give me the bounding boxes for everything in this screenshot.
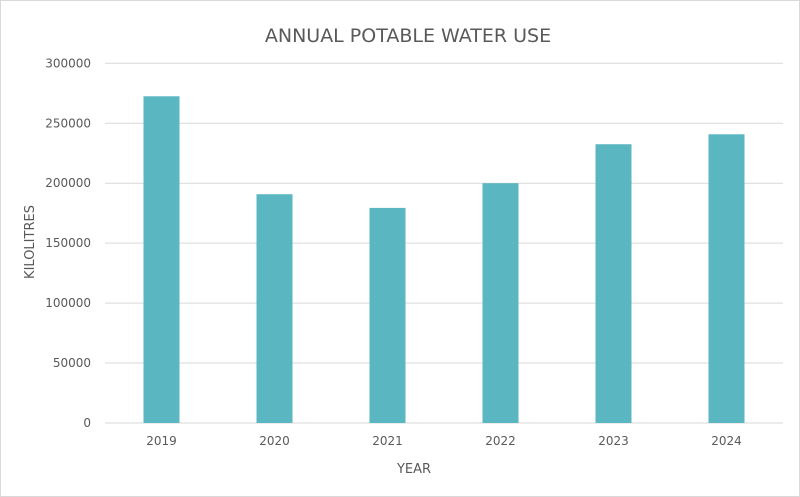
x-axis-label: YEAR [396, 462, 431, 477]
y-tick-label: 150000 [45, 236, 91, 250]
bar-2019 [143, 96, 180, 424]
bar-2020 [256, 194, 293, 423]
y-tick-label: 0 [83, 416, 91, 430]
bar-2022 [482, 183, 519, 423]
y-tick-label: 50000 [53, 356, 91, 370]
bar-2021 [369, 207, 406, 423]
x-tick-label: 2019 [146, 434, 177, 448]
x-tick-label: 2024 [711, 434, 742, 448]
x-tick-label: 2021 [372, 434, 403, 448]
y-tick-label: 200000 [45, 176, 91, 190]
x-tick-label: 2022 [485, 434, 516, 448]
x-tick-label: 2023 [598, 434, 629, 448]
y-axis-label: KILOLITRES [23, 205, 38, 279]
y-tick-label: 250000 [45, 116, 91, 130]
y-tick-label: 100000 [45, 296, 91, 310]
bar-2023 [595, 144, 632, 424]
x-tick-label: 2020 [259, 434, 290, 448]
chart-title: ANNUAL POTABLE WATER USE [265, 25, 551, 47]
y-tick-label: 300000 [45, 56, 91, 70]
bar-2024 [708, 134, 745, 423]
